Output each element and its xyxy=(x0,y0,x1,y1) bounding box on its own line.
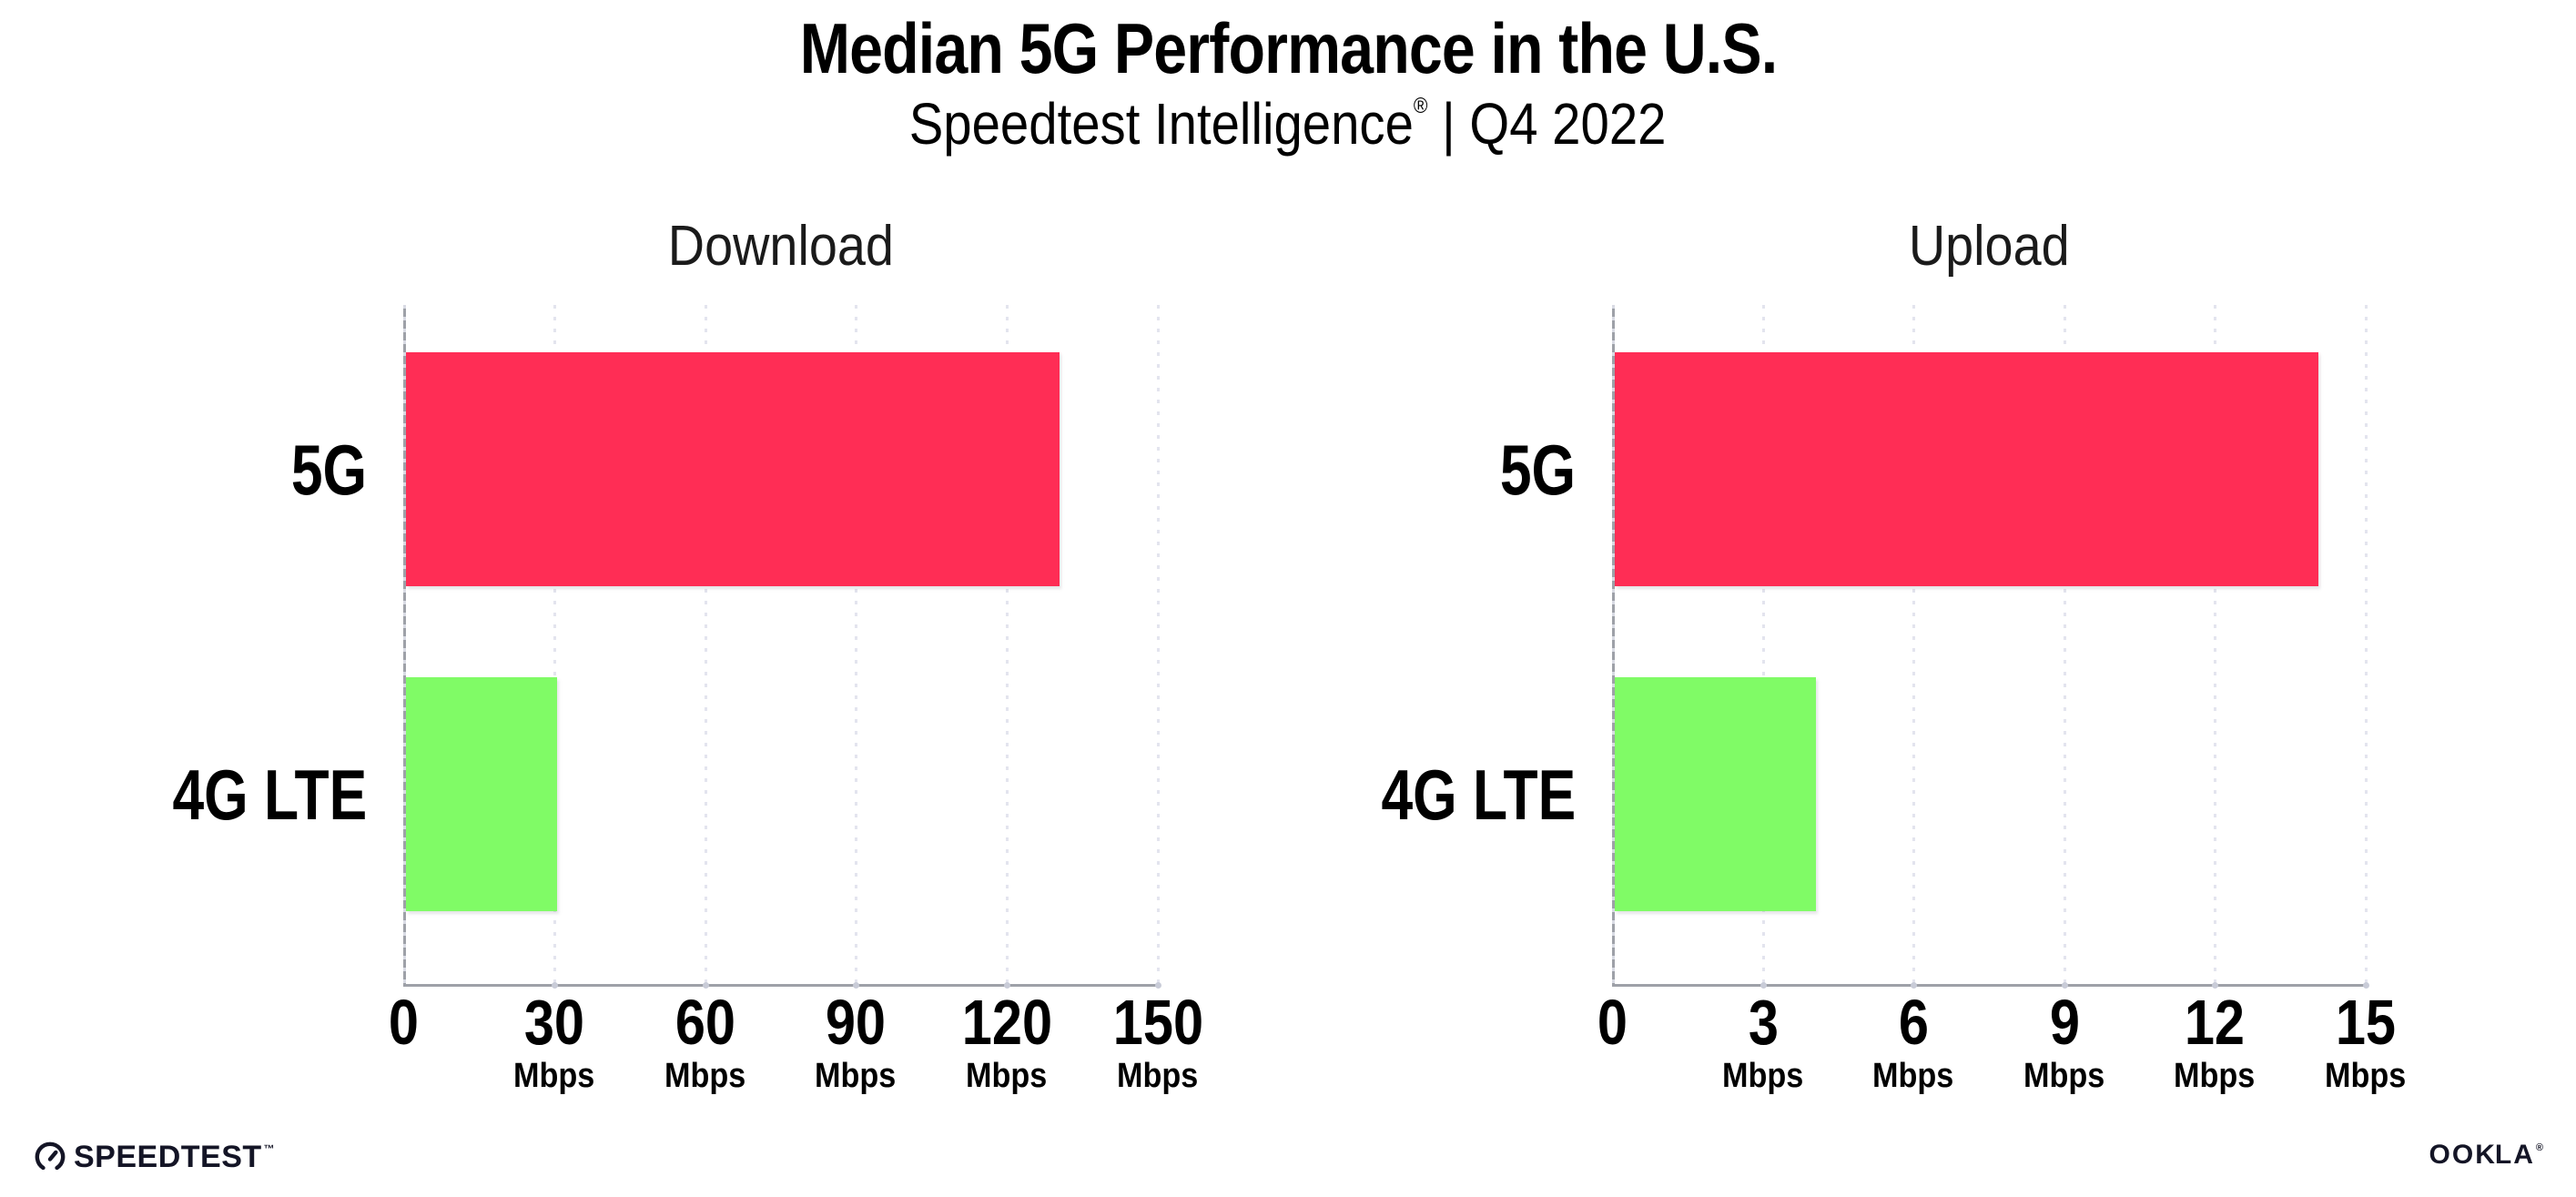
speedtest-gauge-icon xyxy=(35,1141,66,1171)
ookla-logo: OOKLA® xyxy=(2429,1140,2545,1170)
tick-label-6: 6 Mbps xyxy=(1822,987,2004,1095)
gridline-6 xyxy=(1912,305,1915,984)
trademark-symbol: ™ xyxy=(263,1142,276,1155)
gridline-15 xyxy=(2365,305,2368,984)
tick-unit-label: Mbps xyxy=(513,1056,595,1095)
bar-5g-download xyxy=(406,352,1060,586)
axis-tick-dot xyxy=(1155,982,1161,989)
gridline-3 xyxy=(1762,305,1765,984)
tick-value: 0 xyxy=(1597,987,1628,1058)
download-plot-area xyxy=(403,305,1161,989)
y-axis-line xyxy=(403,305,406,984)
tick-label-0: 0 xyxy=(1521,987,1703,1058)
axis-tick-dot xyxy=(552,982,558,989)
axis-tick-dot xyxy=(1004,982,1010,989)
axis-tick-dot xyxy=(1760,982,1767,989)
tick-label-3: 3 Mbps xyxy=(1672,987,1854,1095)
tick-value: 120 xyxy=(961,987,1052,1058)
ookla-registered-mark: ® xyxy=(2535,1142,2545,1153)
tick-label-90: 90 Mbps xyxy=(765,987,947,1095)
gridline-90 xyxy=(855,305,857,984)
ookla-k: K xyxy=(2475,1140,2495,1170)
y-axis-line xyxy=(1612,305,1615,984)
gridline-150 xyxy=(1157,305,1160,984)
category-label-5g: 5G xyxy=(1499,429,1576,510)
speedtest-wordmark: SPEEDTEST ™ xyxy=(74,1140,276,1174)
tick-label-0: 0 xyxy=(312,987,494,1058)
tick-label-9: 9 Mbps xyxy=(1973,987,2155,1095)
upload-plot-area xyxy=(1612,305,2369,989)
tick-unit-label: Mbps xyxy=(2174,1056,2256,1095)
gridline-120 xyxy=(1006,305,1009,984)
tick-label-15: 15 Mbps xyxy=(2275,987,2457,1095)
axis-tick-dot xyxy=(853,982,859,989)
tick-unit-label: Mbps xyxy=(1872,1056,1954,1095)
subtitle-brand: Speedtest Intelligence xyxy=(909,91,1415,157)
tick-value: 15 xyxy=(2335,987,2397,1058)
bar-4g-lte-upload xyxy=(1615,677,1816,911)
axis-tick-dot xyxy=(2363,982,2369,989)
tick-unit-label: Mbps xyxy=(664,1056,746,1095)
page-title: Median 5G Performance in the U.S. xyxy=(799,8,1777,88)
bar-5g-upload xyxy=(1615,352,2318,586)
axis-tick-dot xyxy=(2062,982,2068,989)
tick-unit-label: Mbps xyxy=(1117,1056,1199,1095)
gridline-12 xyxy=(2214,305,2216,984)
bar-4g-lte-download xyxy=(406,677,557,911)
gridline-60 xyxy=(705,305,707,984)
tick-value: 60 xyxy=(674,987,736,1058)
tick-value: 9 xyxy=(2049,987,2080,1058)
upload-title: Upload xyxy=(1908,215,2070,278)
tick-value: 150 xyxy=(1112,987,1203,1058)
tick-value: 3 xyxy=(1748,987,1779,1058)
tick-value: 0 xyxy=(388,987,419,1058)
axis-tick-dot xyxy=(2212,982,2218,989)
speedtest-logo: SPEEDTEST ™ xyxy=(35,1141,275,1172)
tick-unit-label: Mbps xyxy=(2325,1056,2407,1095)
category-label-5g: 5G xyxy=(290,429,367,510)
category-label-4g-lte: 4G LTE xyxy=(172,754,367,835)
tick-label-150: 150 Mbps xyxy=(1067,987,1249,1095)
tick-value: 30 xyxy=(523,987,585,1058)
gridline-9 xyxy=(2064,305,2066,984)
axis-tick-dot xyxy=(703,982,709,989)
tick-unit-label: Mbps xyxy=(2023,1056,2105,1095)
tick-unit-label: Mbps xyxy=(1722,1056,1804,1095)
tick-label-12: 12 Mbps xyxy=(2124,987,2306,1095)
tick-label-30: 30 Mbps xyxy=(463,987,645,1095)
registered-mark: ® xyxy=(1414,94,1428,118)
tick-label-120: 120 Mbps xyxy=(916,987,1098,1095)
tick-value: 12 xyxy=(2184,987,2246,1058)
page-subtitle: Speedtest Intelligence® | Q4 2022 xyxy=(0,95,2576,153)
tick-unit-label: Mbps xyxy=(815,1056,897,1095)
tick-label-60: 60 Mbps xyxy=(614,987,796,1095)
tick-value: 90 xyxy=(825,987,887,1058)
tick-unit-label: Mbps xyxy=(966,1056,1048,1095)
download-title: Download xyxy=(667,215,894,278)
tick-value: 6 xyxy=(1898,987,1929,1058)
category-label-4g-lte: 4G LTE xyxy=(1381,754,1576,835)
gridline-30 xyxy=(553,305,556,984)
axis-tick-dot xyxy=(1911,982,1917,989)
subtitle-period: | Q4 2022 xyxy=(1427,91,1667,157)
